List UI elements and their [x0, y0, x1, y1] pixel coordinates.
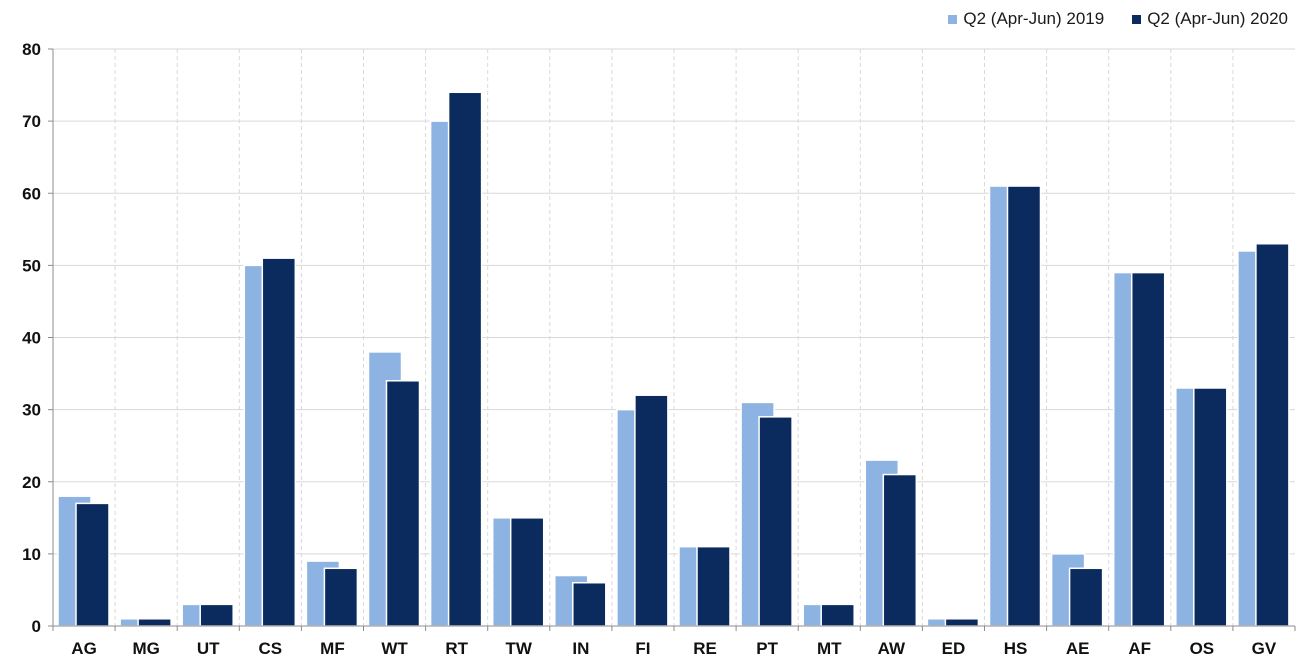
x-tick-label: OS [1190, 639, 1215, 658]
bar-2020-rt [447, 91, 483, 627]
y-tick-label: 20 [22, 473, 41, 492]
bar-2020-pt [758, 416, 793, 627]
bar-2020-in [572, 581, 607, 627]
bar-2020-mf [323, 567, 359, 627]
bar-2020-mg [137, 618, 172, 627]
x-tick-label: TW [506, 639, 533, 658]
bar-2020-wt [385, 380, 421, 627]
bar-2020-ed [944, 618, 980, 627]
bar-2020-fi [634, 394, 669, 627]
bar-2020-re [696, 545, 731, 627]
bar-2020-ae [1068, 567, 1104, 627]
legend-swatch-2020 [1132, 14, 1142, 24]
y-tick-label: 40 [22, 329, 41, 348]
x-tick-label: MG [132, 639, 159, 658]
x-tick-label: PT [756, 639, 778, 658]
x-tick-label: CS [259, 639, 283, 658]
y-tick-label: 30 [22, 401, 41, 420]
x-tick-label: ED [942, 639, 966, 658]
bar-2020-cs [261, 257, 297, 627]
x-tick-label: WT [381, 639, 408, 658]
y-tick-label: 50 [22, 256, 41, 275]
x-tick-label: RE [693, 639, 717, 658]
x-tick-label: AE [1066, 639, 1090, 658]
x-tick-label: AW [878, 639, 906, 658]
legend-swatch-2019 [948, 14, 958, 24]
bar-2020-mt [820, 603, 855, 627]
y-tick-label: 80 [22, 40, 41, 59]
bar-2020-af [1130, 271, 1166, 627]
bar-2020-ut [199, 603, 234, 627]
y-tick-label: 70 [22, 112, 41, 131]
y-tick-label: 60 [22, 184, 41, 203]
x-tick-label: UT [197, 639, 220, 658]
bar-2020-os [1193, 387, 1228, 627]
x-tick-label: MF [320, 639, 345, 658]
x-tick-label: GV [1252, 639, 1277, 658]
x-tick-label: HS [1004, 639, 1028, 658]
legend-item-2020: Q2 (Apr-Jun) 2020 [1132, 9, 1288, 29]
y-tick-label: 10 [22, 545, 41, 564]
x-tick-label: IN [572, 639, 589, 658]
x-tick-label: FI [635, 639, 650, 658]
x-tick-label: AG [71, 639, 97, 658]
x-tick-label: MT [817, 639, 842, 658]
bar-2020-hs [1006, 185, 1042, 627]
x-tick-label: AF [1128, 639, 1151, 658]
x-tick-label: RT [445, 639, 468, 658]
legend-label-2019: Q2 (Apr-Jun) 2019 [963, 9, 1105, 28]
bar-2020-aw [882, 473, 918, 627]
y-tick-label: 0 [32, 617, 41, 636]
bar-2020-gv [1255, 242, 1290, 627]
legend: Q2 (Apr-Jun) 2019 Q2 (Apr-Jun) 2020 [948, 9, 1288, 29]
bar-2020-ag [75, 502, 110, 627]
legend-label-2020: Q2 (Apr-Jun) 2020 [1147, 9, 1288, 28]
legend-item-2019: Q2 (Apr-Jun) 2019 [948, 9, 1104, 29]
bar-2020-tw [509, 517, 545, 627]
